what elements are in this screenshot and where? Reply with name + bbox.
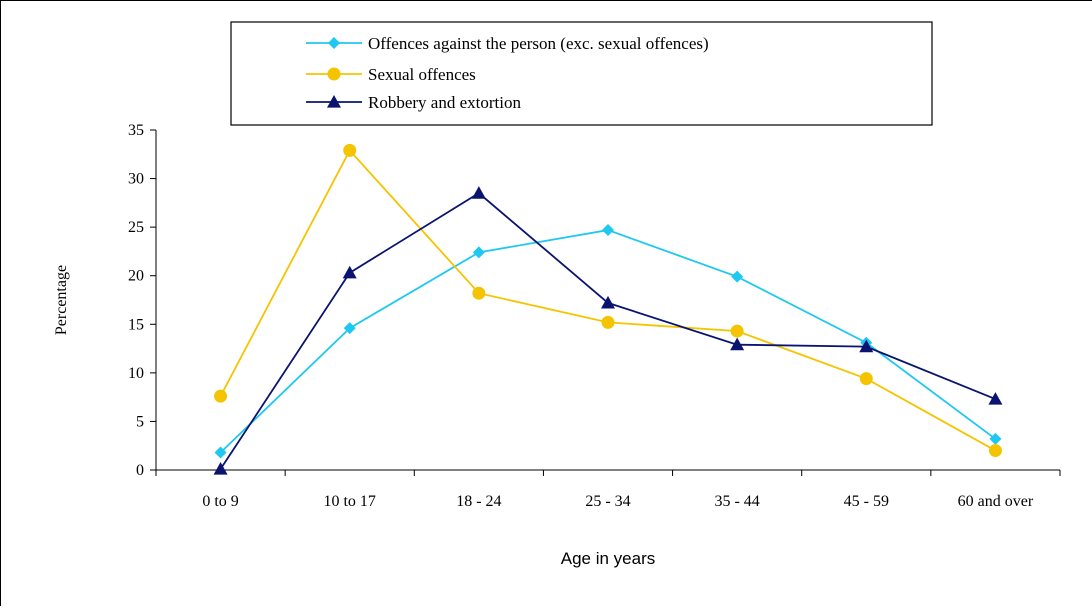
data-point (988, 392, 1003, 405)
y-axis-label: Percentage (53, 265, 70, 335)
x-tick-label: 45 - 59 (844, 493, 889, 510)
data-point (213, 462, 228, 475)
y-tick-label: 0 (136, 462, 144, 479)
legend-label: Sexual offences (368, 65, 476, 84)
y-tick-label: 15 (128, 316, 144, 333)
y-tick-label: 25 (128, 219, 144, 236)
series-1 (214, 143, 1002, 458)
x-tick-label: 18 - 24 (456, 493, 501, 510)
data-point (342, 265, 357, 279)
data-point (730, 324, 744, 338)
legend-swatch-marker (328, 37, 340, 49)
x-tick-label: 35 - 44 (714, 493, 759, 510)
x-axis-label: Age in years (561, 549, 656, 568)
data-point (602, 224, 614, 237)
y-ticks: 0 5 10 15 20 25 30 35 (128, 122, 156, 479)
legend-label: Robbery and extortion (368, 93, 521, 112)
legend-label: Offences against the person (exc. sexual… (368, 34, 709, 53)
data-point (731, 270, 744, 283)
data-point (472, 286, 486, 300)
legend-entry: Offences against the person (exc. sexual… (306, 34, 709, 53)
data-point (343, 143, 357, 157)
data-point (214, 446, 227, 459)
y-tick-label: 20 (128, 268, 144, 285)
data-point (472, 246, 485, 259)
data-point (859, 372, 873, 386)
series-line (219, 229, 996, 454)
x-tick-label: 0 to 9 (202, 493, 238, 510)
series-layer (213, 143, 1003, 475)
series-0 (214, 224, 1002, 459)
data-point (601, 315, 615, 329)
data-point (989, 432, 1002, 445)
data-point (343, 322, 356, 335)
axes (155, 130, 1060, 471)
legend-swatch-marker (327, 95, 341, 108)
y-tick-label: 5 (136, 413, 144, 430)
data-point (601, 295, 615, 309)
data-point (471, 186, 486, 199)
legend: Offences against the person (exc. sexual… (230, 21, 933, 126)
y-tick-label: 10 (128, 365, 144, 382)
data-point (214, 389, 228, 403)
series-2 (213, 186, 1003, 475)
legend-entry: Robbery and extortion (306, 93, 521, 112)
y-tick-label: 30 (128, 171, 144, 188)
y-tick-label: 35 (128, 122, 144, 139)
x-tick-label: 60 and over (958, 493, 1034, 510)
x-tick-label: 25 - 34 (585, 493, 630, 510)
data-point (730, 337, 745, 351)
x-ticks: 0 to 9 10 to 17 18 - 24 25 - 34 35 - 44 45 - … (155, 470, 1061, 510)
legend-swatch-marker (327, 67, 341, 81)
data-point (859, 339, 874, 353)
data-point (988, 444, 1002, 458)
x-tick-label: 10 to 17 (323, 493, 375, 510)
legend-entry: Sexual offences (306, 65, 476, 84)
